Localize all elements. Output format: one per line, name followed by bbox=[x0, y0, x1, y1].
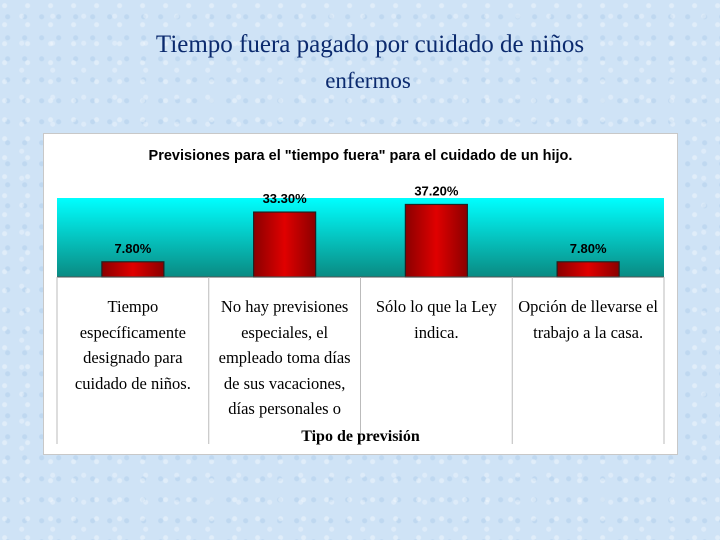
category-label-4: Opción de llevarse el trabajo a la casa. bbox=[518, 297, 658, 342]
x-axis-label: Tipo de previsión bbox=[301, 428, 420, 445]
bar-1 bbox=[101, 261, 165, 278]
data-label-2: 33.30% bbox=[263, 191, 308, 206]
bar-3 bbox=[404, 203, 468, 278]
bar-4 bbox=[556, 261, 620, 278]
slide-subtitle: enfermos bbox=[325, 68, 411, 93]
slide-title: Tiempo fuera pagado por cuidado de niños bbox=[155, 31, 585, 58]
category-label-3: Sólo lo que la Ley indica. bbox=[375, 297, 497, 342]
category-label-1: Tiempo específicamente designado para cu… bbox=[74, 297, 191, 393]
chart-title: Previsiones para el "tiempo fuera" para … bbox=[148, 148, 573, 164]
data-label-1: 7.80% bbox=[114, 241, 151, 256]
data-label-4: 7.80% bbox=[570, 241, 607, 256]
chart-area: Previsiones para el "tiempo fuera" para … bbox=[43, 133, 678, 455]
bar-2 bbox=[253, 211, 317, 278]
category-label-2: No hay previsiones especiales, el emplea… bbox=[218, 297, 351, 418]
data-label-3: 37.20% bbox=[414, 183, 459, 198]
bar-chart: 7.80% 33.30% 37.20% 7.80% bbox=[56, 183, 665, 444]
